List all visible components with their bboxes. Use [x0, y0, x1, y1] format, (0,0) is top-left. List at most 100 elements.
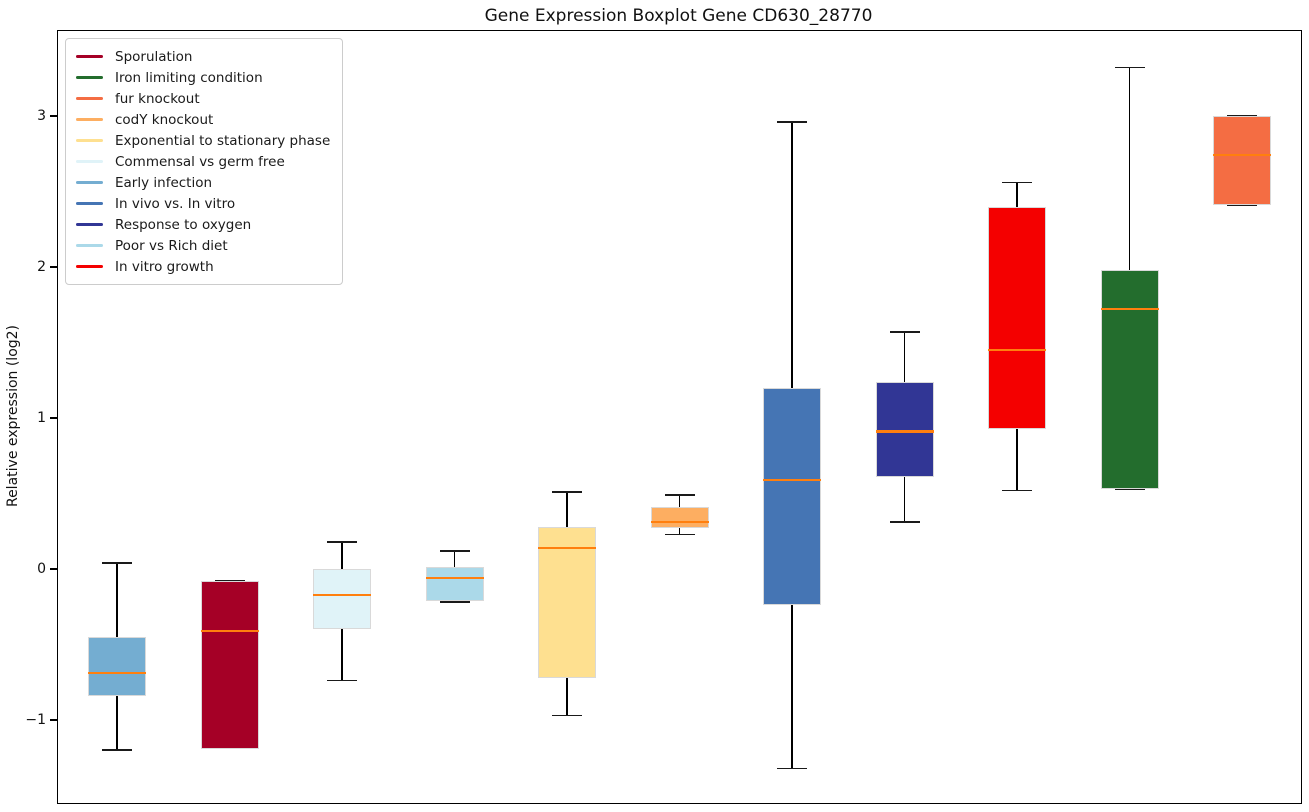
whisker-line: [116, 695, 118, 751]
whisker-line: [791, 605, 793, 769]
y-tick-label: 2: [37, 259, 46, 275]
median-line: [88, 672, 146, 675]
box-rect-in-vitro-growth: [988, 206, 1046, 429]
legend-item: fur knockout: [76, 88, 330, 109]
whisker-cap: [1114, 488, 1145, 490]
legend-label: Early infection: [115, 174, 213, 191]
y-tick-mark: [50, 266, 57, 268]
median-line: [988, 348, 1046, 352]
whisker-line: [791, 122, 793, 388]
legend-item: Sporulation: [76, 46, 330, 67]
legend-label: Iron limiting condition: [115, 69, 263, 86]
whisker-line: [903, 476, 906, 523]
whisker-line: [678, 495, 681, 508]
whisker-line: [1128, 67, 1131, 270]
chart-title: Gene Expression Boxplot Gene CD630_28770: [484, 6, 873, 26]
whisker-line: [903, 331, 906, 382]
legend-swatch: [76, 244, 103, 247]
median-line: [313, 593, 371, 596]
median-line: [1100, 308, 1159, 311]
legend-label: In vivo vs. In vitro: [115, 195, 236, 212]
legend-item: Early infection: [76, 172, 330, 193]
y-tick-label: 3: [37, 108, 46, 124]
whisker-cap: [102, 562, 132, 564]
legend-swatch: [76, 202, 103, 205]
y-tick-mark: [50, 417, 57, 419]
median-line: [425, 576, 484, 580]
whisker-line: [1016, 182, 1018, 207]
legend-swatch: [76, 265, 103, 268]
legend-label: Response to oxygen: [115, 216, 252, 233]
box-rect-sporulation: [200, 581, 259, 749]
whisker-cap: [664, 533, 695, 536]
whisker-line: [566, 677, 568, 716]
whisker-cap: [327, 679, 357, 682]
box-rect-response-to-oxygen: [875, 381, 934, 477]
median-line: [1213, 154, 1271, 157]
box-rect-iron-limiting-condition: [1100, 270, 1159, 489]
y-tick-label: −1: [25, 712, 46, 728]
whisker-line: [566, 491, 568, 527]
legend-swatch: [76, 223, 103, 226]
legend-label: codY knockout: [115, 111, 214, 128]
legend: Sporulation Iron limiting condition fur kn…: [65, 38, 344, 285]
whisker-cap: [552, 491, 582, 493]
y-tick-mark: [50, 568, 57, 570]
box-rect-cody-knockout: [650, 507, 709, 529]
legend-item: In vivo vs. In vitro: [76, 193, 330, 214]
whisker-line: [453, 550, 456, 568]
legend-label: In vitro growth: [115, 258, 214, 275]
whisker-cap: [777, 121, 807, 123]
whisker-cap: [1114, 66, 1145, 69]
box-rect-fur-knockout: [1213, 116, 1271, 206]
whisker-cap: [102, 749, 132, 751]
whisker-line: [1016, 428, 1018, 491]
legend-item: Exponential to stationary phase: [76, 130, 330, 151]
legend-item: Response to oxygen: [76, 214, 330, 235]
whisker-line: [341, 541, 343, 569]
box-rect-commensal-vs-germ-free: [313, 569, 371, 630]
whisker-cap: [1227, 204, 1257, 206]
box-rect-early-infection: [88, 636, 146, 696]
plot-area: 3 2 1 0 −1: [25, 30, 1302, 804]
legend-item: Poor vs Rich diet: [76, 235, 330, 256]
y-tick-mark: [50, 115, 57, 117]
whisker-cap: [1002, 489, 1032, 492]
whisker-cap: [1002, 181, 1032, 184]
legend-item: In vitro growth: [76, 256, 330, 277]
whisker-cap: [664, 494, 695, 496]
legend-item: Commensal vs germ free: [76, 151, 330, 172]
legend-swatch: [76, 160, 103, 163]
whisker-line: [678, 528, 681, 535]
whisker-cap: [889, 521, 920, 523]
legend-swatch: [76, 181, 103, 184]
whisker-cap: [552, 714, 582, 717]
median-line: [538, 546, 596, 549]
legend-label: Exponential to stationary phase: [115, 132, 331, 149]
box-rect-in-vivo-vs-in-vitro: [763, 387, 821, 606]
legend-swatch: [76, 97, 103, 100]
whisker-cap: [777, 767, 807, 770]
legend-swatch: [76, 139, 103, 142]
legend-swatch: [76, 118, 103, 121]
whisker-cap: [439, 601, 470, 603]
whisker-cap: [327, 541, 357, 543]
legend-label: fur knockout: [115, 90, 200, 107]
whisker-line: [116, 562, 118, 637]
y-tick-mark: [50, 719, 57, 721]
whisker-cap: [439, 550, 470, 552]
legend-label: Sporulation: [115, 48, 193, 65]
whisker-line: [341, 629, 343, 681]
legend-label: Commensal vs germ free: [115, 153, 285, 170]
box-rect-poor-vs-rich-diet: [425, 567, 484, 601]
whisker-line: [453, 600, 456, 603]
median-line: [200, 629, 259, 632]
box-rect-exponential-to-stationary-phase: [538, 526, 596, 678]
legend-item: codY knockout: [76, 109, 330, 130]
legend-swatch: [76, 55, 103, 58]
y-tick-label: 0: [37, 561, 46, 577]
y-tick-label: 1: [37, 410, 46, 426]
median-line: [875, 430, 934, 433]
median-line: [763, 478, 821, 481]
